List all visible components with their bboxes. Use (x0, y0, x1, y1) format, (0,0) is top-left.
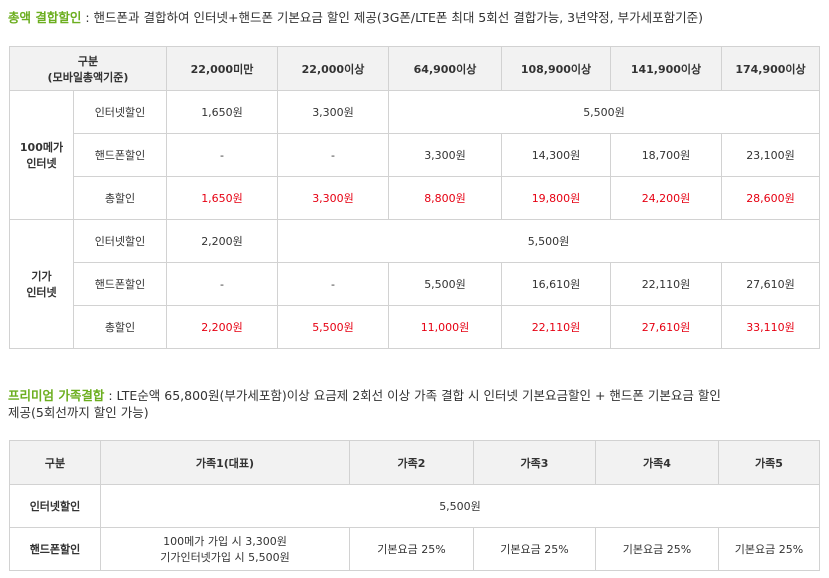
section1-title: 총액 결합할인 (8, 10, 82, 25)
total-cell: 3,300원 (277, 176, 389, 220)
table-cell: 22,110원 (610, 262, 722, 306)
header-category: 구분 (9, 440, 101, 485)
total-cell: 24,200원 (610, 176, 722, 220)
header-family: 가족2 (349, 440, 474, 485)
header-tier: 64,900이상 (388, 46, 502, 91)
total-cell: 5,500원 (277, 305, 389, 349)
total-cell: 33,110원 (721, 305, 820, 349)
section2-description: : LTE순액 65,800원(부가세포함)이상 요금제 2회선 이상 가족 결… (104, 388, 721, 403)
header-category: 구분 (모바일총액기준) (9, 46, 167, 91)
table-cell: 23,100원 (721, 133, 820, 177)
row-label: 인터넷할인 (73, 219, 167, 263)
table-cell: 기본요금 25% (718, 527, 820, 571)
row-label: 총할인 (73, 305, 167, 349)
table-row: 핸드폰할인 - - 3,300원 14,300원 18,700원 23,100원 (10, 133, 820, 177)
row-label: 인터넷할인 (73, 90, 167, 134)
total-cell: 2,200원 (166, 305, 278, 349)
section2-title: 프리미엄 가족결합 (8, 388, 105, 403)
table-cell: 3,300원 (388, 133, 502, 177)
section2-headline: 프리미엄 가족결합 : LTE순액 65,800원(부가세포함)이상 요금제 2… (8, 387, 813, 421)
group-name-giga: 기가 인터넷 (9, 219, 74, 349)
row-label: 핸드폰할인 (73, 133, 167, 177)
table-row: 인터넷할인 5,500원 (9, 484, 820, 528)
header-tier: 22,000미만 (166, 46, 278, 91)
total-cell: 22,110원 (501, 305, 611, 349)
total-cell: 1,650원 (166, 176, 278, 220)
total-cell: 28,600원 (721, 176, 820, 220)
table-cell: 16,610원 (501, 262, 611, 306)
header-tier: 108,900이상 (501, 46, 611, 91)
table-cell-merged: 5,500원 (277, 219, 820, 263)
table-cell: 기본요금 25% (473, 527, 596, 571)
table-cell: - (277, 262, 389, 306)
table-cell: 2,200원 (166, 219, 278, 263)
header-tier: 174,900이상 (721, 46, 820, 91)
table-row: 총할인 2,200원 5,500원 11,000원 22,110원 27,610… (10, 305, 820, 349)
table-cell: 5,500원 (388, 262, 502, 306)
table-cell-merged: 5,500원 (100, 484, 820, 528)
section1-description: : 핸드폰과 결합하여 인터넷+핸드폰 기본요금 할인 제공(3G폰/LTE폰 … (81, 10, 703, 25)
row-label: 핸드폰할인 (73, 262, 167, 306)
table-row: 100메가 인터넷 인터넷할인 1,650원 3,300원 5,500원 (9, 90, 820, 220)
bundle-discount-table: 구분 (모바일총액기준) 22,000미만 22,000이상 64,900이상 … (9, 46, 820, 349)
table-cell: 100메가 가입 시 3,300원 기가인터넷가입 시 5,500원 (100, 527, 350, 571)
header-tier: 141,900이상 (610, 46, 722, 91)
header-family: 가족4 (595, 440, 719, 485)
row-label: 총할인 (73, 176, 167, 220)
header-tier: 22,000이상 (277, 46, 389, 91)
table-cell: 기본요금 25% (349, 527, 474, 571)
table-cell: 3,300원 (277, 90, 389, 134)
section2-description-cont: 제공(5회선까지 할인 가능) (8, 405, 149, 420)
total-cell: 27,610원 (610, 305, 722, 349)
total-cell: 8,800원 (388, 176, 502, 220)
table-row: 총할인 1,650원 3,300원 8,800원 19,800원 24,200원… (10, 176, 820, 220)
header-family: 가족1(대표) (100, 440, 350, 485)
table-cell: 기본요금 25% (595, 527, 719, 571)
table-cell: 1,650원 (166, 90, 278, 134)
row-label: 인터넷할인 (9, 484, 101, 528)
table-header-row: 구분 (모바일총액기준) 22,000미만 22,000이상 64,900이상 … (9, 46, 820, 91)
table-cell: 18,700원 (610, 133, 722, 177)
table-header-row: 구분 가족1(대표) 가족2 가족3 가족4 가족5 (9, 440, 820, 485)
section1-headline: 총액 결합할인 : 핸드폰과 결합하여 인터넷+핸드폰 기본요금 할인 제공(3… (8, 9, 703, 26)
table-cell: 14,300원 (501, 133, 611, 177)
header-family: 가족5 (718, 440, 820, 485)
table-row: 핸드폰할인 100메가 가입 시 3,300원 기가인터넷가입 시 5,500원… (9, 527, 820, 571)
header-family: 가족3 (473, 440, 596, 485)
group-name-100mega: 100메가 인터넷 (9, 90, 74, 220)
row-label: 핸드폰할인 (9, 527, 101, 571)
table-cell: - (166, 262, 278, 306)
table-cell: 27,610원 (721, 262, 820, 306)
table-row: 핸드폰할인 - - 5,500원 16,610원 22,110원 27,610원 (10, 262, 820, 306)
total-cell: 19,800원 (501, 176, 611, 220)
table-cell: - (277, 133, 389, 177)
table-cell: - (166, 133, 278, 177)
table-cell-merged: 5,500원 (388, 90, 820, 134)
table-row: 기가 인터넷 인터넷할인 2,200원 5,500원 (9, 219, 820, 349)
family-discount-table: 구분 가족1(대표) 가족2 가족3 가족4 가족5 인터넷할인 5,500원 … (9, 440, 820, 571)
total-cell: 11,000원 (388, 305, 502, 349)
